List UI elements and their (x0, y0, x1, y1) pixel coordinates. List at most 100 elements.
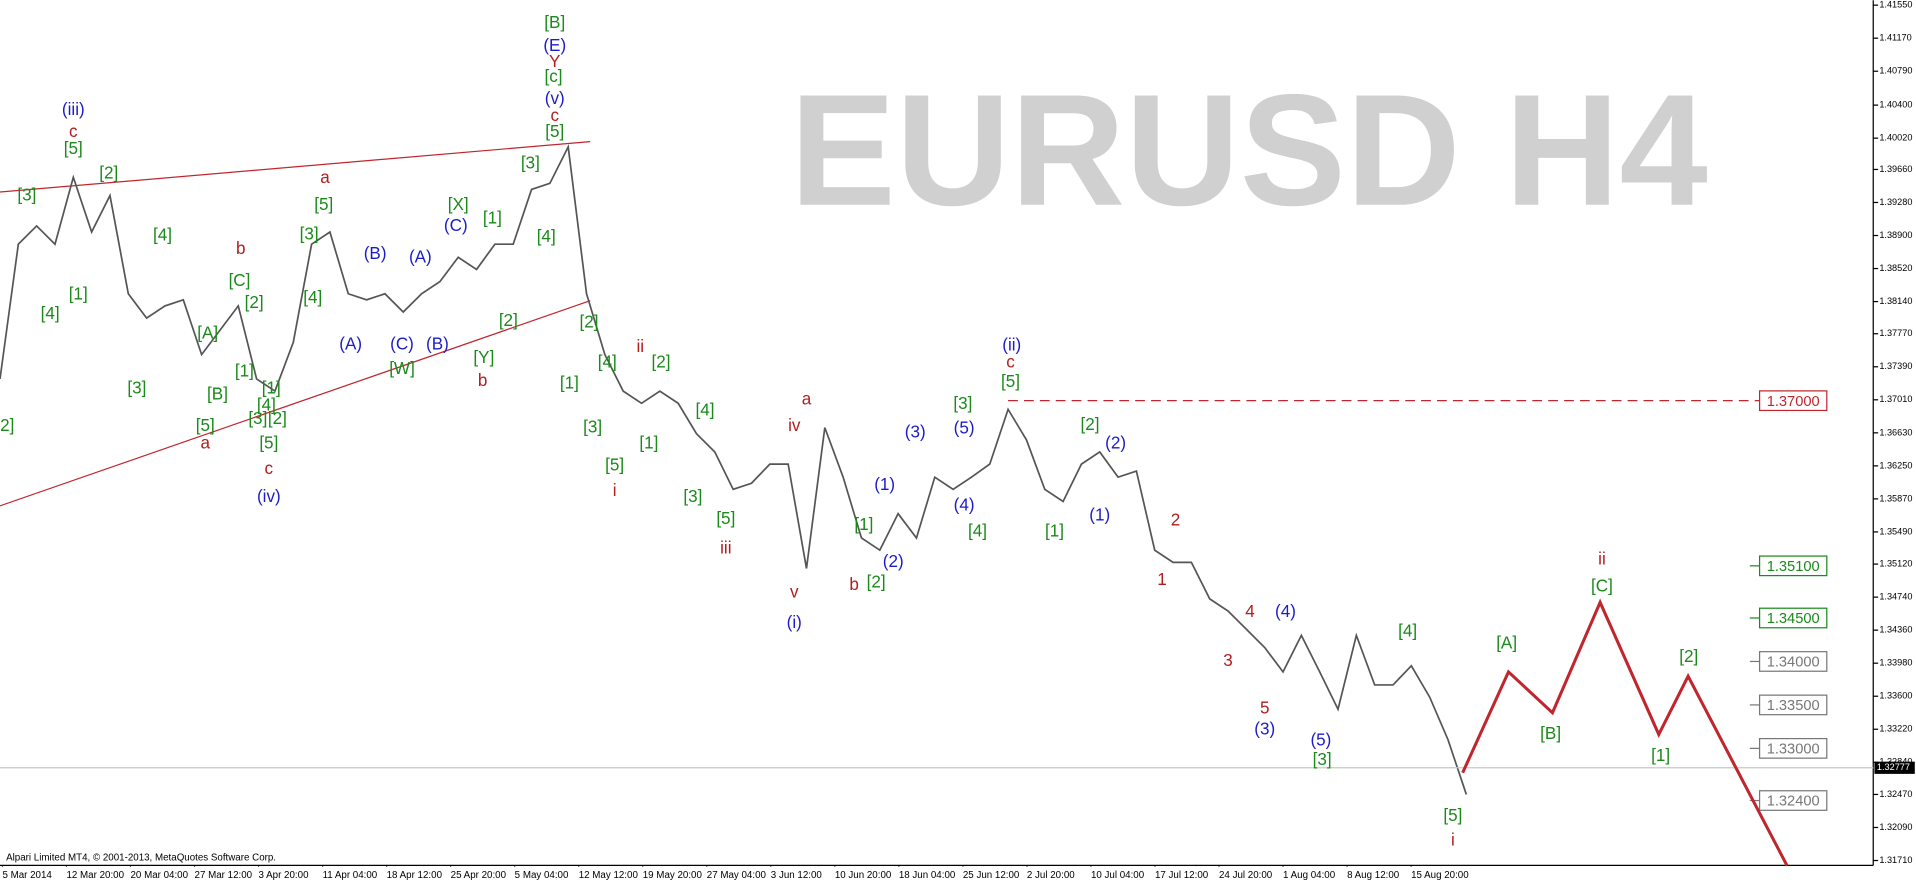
wave-label: [A] (1496, 634, 1517, 653)
wave-label: c (69, 122, 78, 141)
y-tick-label: 1.35490 (1879, 526, 1912, 536)
wave-label: (A) (409, 248, 432, 267)
x-tick-label: 3 Jun 12:00 (771, 870, 823, 881)
wave-label: 5 (1260, 699, 1270, 718)
wave-label: (3) (905, 422, 926, 441)
x-tick-label: 24 Jul 20:00 (1219, 870, 1273, 881)
y-tick-label: 1.41550 (1879, 0, 1912, 10)
level-label: 1.34000 (1767, 655, 1820, 671)
y-tick-label: 1.40400 (1879, 100, 1912, 110)
x-tick-label: 19 May 20:00 (643, 870, 703, 881)
wave-label: [4] (696, 400, 715, 419)
y-tick-label: 1.39660 (1879, 164, 1912, 174)
wave-label: [2] (499, 311, 518, 330)
wave-label: [3] (953, 394, 972, 413)
wave-label: iii (720, 538, 731, 557)
x-tick-label: 25 Apr 20:00 (451, 870, 507, 881)
wave-label: [4] (41, 304, 60, 323)
wave-label: [3] (1313, 750, 1332, 769)
y-tick-label: 1.32090 (1879, 822, 1912, 832)
x-tick-label: 5 May 04:00 (515, 870, 569, 881)
wave-label: (i) (787, 613, 802, 632)
wave-label: [B] (544, 13, 565, 32)
wave-label: [1] (69, 284, 88, 303)
current-price-box (1874, 761, 1915, 774)
wave-label: a (201, 433, 211, 452)
wave-label: [1] (1651, 746, 1670, 765)
wave-label: [4] (303, 288, 322, 307)
trendline (0, 141, 591, 193)
price-line (0, 143, 1468, 795)
y-tick-label: 1.35120 (1879, 559, 1912, 569)
wave-label: [5] (1443, 806, 1462, 825)
wave-label: 3 (1223, 651, 1233, 670)
wave-label: ii (636, 337, 644, 356)
wave-label: [4] (968, 521, 987, 540)
y-tick-label: 1.33220 (1879, 724, 1912, 734)
wave-label: (C) (390, 334, 414, 353)
wave-label: (5) (1310, 730, 1331, 749)
y-tick-label: 1.36250 (1879, 460, 1912, 470)
y-tick-label: 1.38140 (1879, 296, 1912, 306)
wave-label: [Y] (473, 348, 494, 367)
wave-label: [5] (545, 122, 564, 141)
wave-label: [B] (207, 384, 228, 403)
y-tick-label: 1.31710 (1879, 855, 1912, 865)
y-tick-label: 1.33600 (1879, 691, 1912, 701)
wave-label: i (1451, 830, 1455, 849)
y-tick-label: 1.38900 (1879, 230, 1912, 240)
y-tick-label: 1.38520 (1879, 263, 1912, 273)
wave-label: [5] (1001, 372, 1020, 391)
wave-label: [3] (583, 417, 602, 436)
wave-label: iv (788, 416, 801, 435)
wave-label: [4] (598, 353, 617, 372)
wave-label: b (478, 371, 488, 390)
wave-label: 1 (1157, 570, 1167, 589)
level-box (1758, 694, 1828, 716)
x-tick-label: 1 Aug 04:00 (1283, 870, 1336, 881)
wave-label: (ii) (1002, 336, 1021, 355)
y-tick-label: 1.37770 (1879, 328, 1912, 338)
x-tick-label: 5 Mar 2014 (2, 870, 52, 881)
y-tick-label: 1.32470 (1879, 789, 1912, 799)
x-tick-label: 27 Mar 12:00 (195, 870, 253, 881)
wave-label: [3] (683, 487, 702, 506)
wave-label: [4] (153, 226, 172, 245)
y-tick-label: 1.37010 (1879, 394, 1912, 404)
wave-label: [2] (1080, 415, 1099, 434)
wave-label: [2] (0, 416, 14, 435)
x-tick-label: 10 Jul 04:00 (1091, 870, 1145, 881)
footer: Alpari Limited MT4, © 2001-2013, MetaQuo… (6, 853, 276, 864)
wave-label: [5] (605, 455, 624, 474)
wave-label: (v) (545, 89, 565, 108)
wave-label: [5] (64, 139, 83, 158)
x-tick-label: 12 May 12:00 (579, 870, 639, 881)
wave-label: i (613, 481, 617, 500)
wave-label: [1] (560, 373, 579, 392)
x-tick-label: 18 Jun 04:00 (899, 870, 956, 881)
level-box (1758, 390, 1828, 412)
projection (1461, 598, 1789, 867)
wave-label: (B) (426, 334, 449, 353)
wave-label: (5) (954, 419, 975, 438)
wave-label: b (849, 575, 859, 594)
current-price-label: 1.32777 (1877, 762, 1910, 772)
wave-label: [5] (259, 433, 278, 452)
wave-label: v (790, 582, 799, 601)
wave-label: c (265, 459, 274, 478)
wave-label: ii (1598, 549, 1606, 568)
level-box (1758, 651, 1828, 672)
wave-label: [A] (197, 323, 218, 342)
wave-label: [5] (314, 195, 333, 214)
wave-label: [1] (1045, 521, 1064, 540)
x-tick-label: 18 Apr 12:00 (387, 870, 443, 881)
wave-label: [1] (235, 361, 254, 380)
wave-label: (2) (1105, 433, 1126, 452)
wave-label: [1] (483, 209, 502, 228)
wave-label: [3] (127, 378, 146, 397)
x-tick-label: 25 Jun 12:00 (963, 870, 1020, 881)
y-tick-label: 1.34740 (1879, 592, 1912, 602)
wave-label: (4) (954, 496, 975, 515)
wave-label: c (1006, 353, 1015, 372)
